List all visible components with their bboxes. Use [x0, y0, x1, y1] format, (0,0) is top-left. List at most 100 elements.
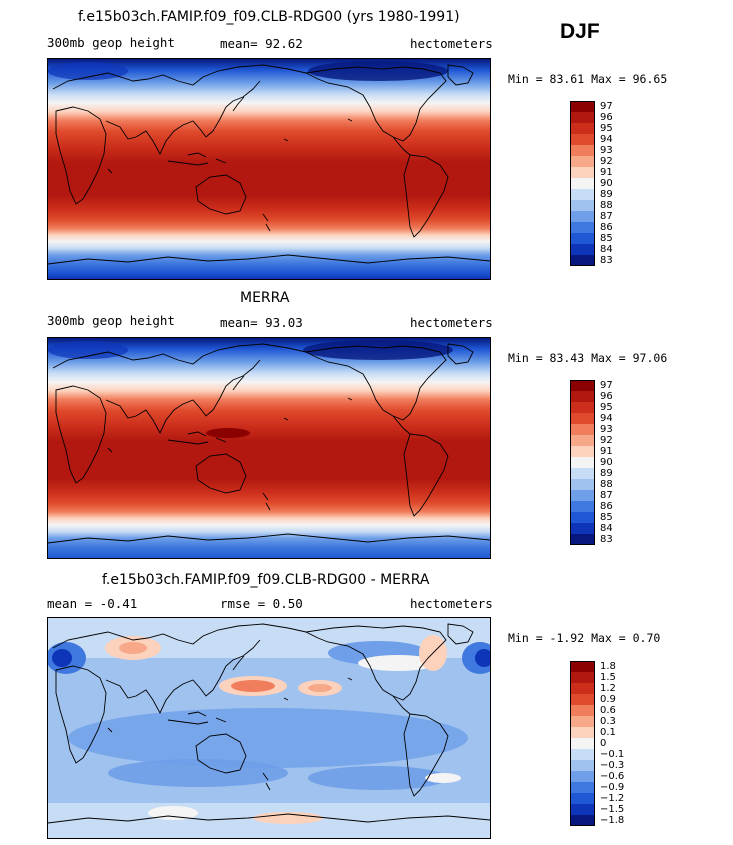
- panel-2-mean-label: mean= 93.03: [220, 315, 303, 330]
- colorbar-level-label: 0: [600, 738, 607, 749]
- colorbar-level-label: 97: [600, 101, 613, 112]
- colorbar-swatch: [570, 167, 595, 178]
- colorbar-level-label: −1.2: [600, 793, 625, 804]
- panel-1-field-label: 300mb geop height: [47, 35, 175, 50]
- colorbar-level-label: 83: [600, 534, 613, 545]
- colorbar-level-label: 0.1: [600, 727, 616, 738]
- colorbar-swatch: [570, 468, 595, 479]
- panel-1-map: [47, 58, 491, 280]
- colorbar-level-label: 95: [600, 402, 613, 413]
- colorbar-swatch: [570, 189, 595, 200]
- colorbar-swatch: [570, 145, 595, 156]
- colorbar-level-label: 87: [600, 490, 613, 501]
- colorbar-swatch: [570, 255, 595, 266]
- colorbar-level-label: −0.9: [600, 782, 625, 793]
- panel-1-mean-label: mean= 92.62: [220, 36, 303, 51]
- colorbar-level-label: 85: [600, 233, 613, 244]
- panel-3-minmax: Min = -1.92 Max = 0.70: [508, 631, 661, 645]
- colorbar-swatch: [570, 123, 595, 134]
- colorbar-swatch: [570, 683, 595, 694]
- colorbar-swatch: [570, 424, 595, 435]
- colorbar-swatch: [570, 233, 595, 244]
- colorbar-swatch: [570, 134, 595, 145]
- colorbar-swatch: [570, 512, 595, 523]
- colorbar-level-label: 87: [600, 211, 613, 222]
- panel-3-units-label: hectometers: [410, 596, 493, 611]
- colorbar-swatch: [570, 479, 595, 490]
- colorbar-level-label: 88: [600, 200, 613, 211]
- colorbar-swatch: [570, 435, 595, 446]
- panel-1-field: [48, 59, 490, 279]
- colorbar-level-label: −0.3: [600, 760, 625, 771]
- colorbar-level-label: 86: [600, 222, 613, 233]
- colorbar-swatch: [570, 749, 595, 760]
- panel-1-minmax: Min = 83.61 Max = 96.65: [508, 72, 668, 86]
- colorbar-level-label: −1.8: [600, 815, 625, 826]
- colorbar-level-label: 93: [600, 424, 613, 435]
- colorbar-level-label: −1.5: [600, 804, 625, 815]
- colorbar-level-label: 96: [600, 391, 613, 402]
- panel-2-title: MERRA: [240, 290, 290, 306]
- colorbar-level-label: −0.6: [600, 771, 625, 782]
- colorbar-level-label: 84: [600, 244, 613, 255]
- colorbar-swatch: [570, 112, 595, 123]
- panel-3-map-svg: [48, 618, 490, 838]
- colorbar-swatch: [570, 490, 595, 501]
- colorbar-level-label: 1.5: [600, 672, 616, 683]
- colorbar-level-label: 91: [600, 167, 613, 178]
- colorbar-swatch: [570, 101, 595, 112]
- colorbar-level-label: 86: [600, 501, 613, 512]
- panel-2-map-svg: [48, 338, 490, 558]
- colorbar-level-label: 89: [600, 189, 613, 200]
- colorbar-swatch: [570, 672, 595, 683]
- colorbar-swatch: [570, 694, 595, 705]
- colorbar-swatch: [570, 793, 595, 804]
- colorbar-swatch: [570, 661, 595, 672]
- colorbar-swatch: [570, 211, 595, 222]
- colorbar-level-label: 94: [600, 413, 613, 424]
- colorbar-level-label: 0.3: [600, 716, 616, 727]
- colorbar-level-label: 95: [600, 123, 613, 134]
- colorbar-level-label: −0.1: [600, 749, 625, 760]
- colorbar-swatch: [570, 727, 595, 738]
- colorbar-level-label: 92: [600, 435, 613, 446]
- colorbar-swatch: [570, 457, 595, 468]
- colorbar-swatch: [570, 782, 595, 793]
- colorbar-swatch: [570, 716, 595, 727]
- panel-3-map: [47, 617, 491, 839]
- colorbar-level-label: 97: [600, 380, 613, 391]
- colorbar-swatch: [570, 391, 595, 402]
- colorbar-level-label: 92: [600, 156, 613, 167]
- panel-2-field-label: 300mb geop height: [47, 313, 175, 328]
- colorbar-level-label: 84: [600, 523, 613, 534]
- colorbar-level-label: 88: [600, 479, 613, 490]
- panel-3-title: f.e15b03ch.FAMIP.f09_f09.CLB-RDG00 - MER…: [102, 572, 430, 588]
- panel-3-mean-label: mean = -0.41: [47, 596, 138, 611]
- panel-3-colorbar: [570, 661, 595, 826]
- colorbar-swatch: [570, 738, 595, 749]
- colorbar-level-label: 93: [600, 145, 613, 156]
- panel-1-map-svg: [48, 59, 490, 279]
- colorbar-swatch: [570, 705, 595, 716]
- panel-2-field: [48, 338, 490, 558]
- panel-2-units-label: hectometers: [410, 315, 493, 330]
- colorbar-level-label: 1.2: [600, 683, 616, 694]
- colorbar-level-label: 90: [600, 457, 613, 468]
- colorbar-level-label: 91: [600, 446, 613, 457]
- colorbar-swatch: [570, 771, 595, 782]
- colorbar-swatch: [570, 523, 595, 534]
- panel-1-title: f.e15b03ch.FAMIP.f09_f09.CLB-RDG00 (yrs …: [78, 9, 460, 25]
- colorbar-swatch: [570, 244, 595, 255]
- colorbar-swatch: [570, 534, 595, 545]
- colorbar-swatch: [570, 501, 595, 512]
- colorbar-swatch: [570, 815, 595, 826]
- panel-2-minmax: Min = 83.43 Max = 97.06: [508, 351, 668, 365]
- colorbar-level-label: 0.9: [600, 694, 616, 705]
- colorbar-swatch: [570, 200, 595, 211]
- colorbar-level-label: 85: [600, 512, 613, 523]
- panel-2-colorbar: [570, 380, 595, 545]
- colorbar-level-label: 0.6: [600, 705, 616, 716]
- colorbar-level-label: 89: [600, 468, 613, 479]
- colorbar-level-label: 90: [600, 178, 613, 189]
- panel-2-max-blob: [206, 428, 250, 438]
